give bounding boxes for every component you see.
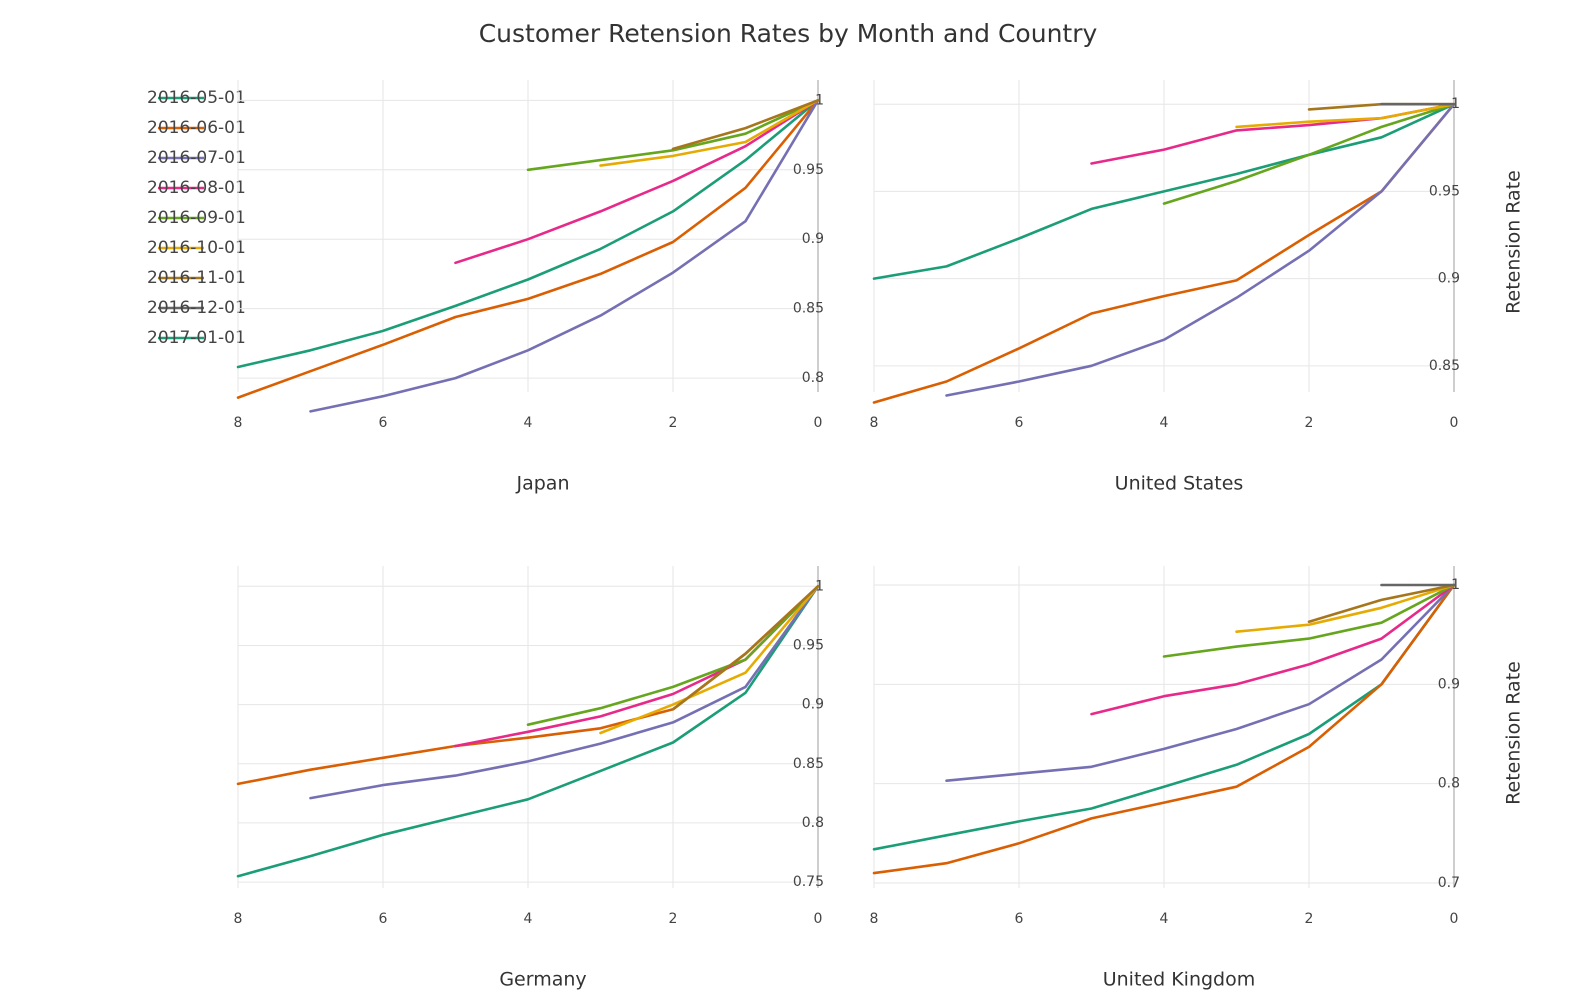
x-tick-label: 6 — [379, 911, 388, 927]
x-tick-label: 6 — [1015, 415, 1024, 431]
legend-label: 2016-10-01 — [147, 238, 246, 258]
x-tick-label: 4 — [1160, 415, 1169, 431]
x-tick-label: 4 — [524, 911, 533, 927]
series-line-2016-08-01 — [454, 99, 820, 265]
x-tick-label: 4 — [1160, 911, 1169, 927]
x-axis-label: United States — [1115, 473, 1244, 495]
series-line-2016-09-01 — [526, 99, 820, 172]
legend-label: 2016-06-01 — [147, 118, 246, 138]
legend-label: 2017-01-01 — [147, 328, 246, 348]
x-tick-label: 6 — [1015, 911, 1024, 927]
series-line-2016-10-01 — [599, 99, 820, 167]
series-line-2016-07-01 — [945, 583, 1456, 782]
legend-item: 2016-07-01 — [147, 148, 246, 168]
series-line-2016-11-01 — [671, 585, 820, 711]
y-tick-label: 0.9 — [1438, 676, 1460, 692]
x-tick-label: 6 — [379, 415, 388, 431]
series-line-2016-06-01 — [236, 99, 820, 399]
y-tick-label: 0.8 — [802, 370, 824, 386]
y-tick-label: 0.85 — [793, 301, 824, 317]
y-tick-label: 1 — [1451, 96, 1460, 112]
x-tick-label: 8 — [870, 911, 879, 927]
y-tick-label: 0.85 — [1429, 358, 1460, 374]
series-line-2016-06-01 — [872, 102, 1456, 404]
legend-label: 2016-12-01 — [147, 298, 246, 318]
x-tick-label: 2 — [1305, 415, 1314, 431]
panel-japan: 0 2 4 6 8 0.8 0.85 0.9 0.95 1 Japan — [234, 80, 824, 495]
y-tick-label: 0.95 — [793, 162, 824, 178]
x-axis-label: United Kingdom — [1103, 969, 1256, 991]
series-line-2016-07-01 — [309, 99, 820, 413]
x-tick-label: 8 — [870, 415, 879, 431]
series-line-2016-10-01 — [1235, 102, 1456, 129]
y-axis-label: Retension Rate — [1503, 170, 1525, 314]
x-tick-label: 0 — [814, 415, 823, 431]
series-line-2016-09-01 — [1162, 102, 1456, 205]
legend-item: 2016-12-01 — [147, 298, 246, 318]
legend-label: 2016-08-01 — [147, 178, 246, 198]
x-tick-label: 0 — [814, 911, 823, 927]
legend-item: 2017-01-01 — [147, 328, 246, 348]
y-tick-label: 1 — [815, 92, 824, 108]
y-tick-label: 1 — [815, 578, 824, 594]
legend-label: 2016-09-01 — [147, 208, 246, 228]
series-line-2016-11-01 — [1307, 583, 1456, 623]
panels: 0 2 4 6 8 0.85 0.9 0.95 1 United States Retension … — [234, 80, 1525, 991]
x-axis-label: Japan — [516, 473, 570, 495]
series-line-2016-08-01 — [1090, 102, 1456, 165]
series-line-2016-10-01 — [599, 585, 820, 735]
legend-item: 2016-08-01 — [147, 178, 246, 198]
series-line-2016-10-01 — [1235, 583, 1456, 633]
x-tick-label: 8 — [234, 911, 243, 927]
x-tick-label: 2 — [669, 415, 678, 431]
x-axis-label: Germany — [499, 969, 586, 991]
series-line-2016-05-01 — [872, 102, 1456, 280]
legend-label: 2016-11-01 — [147, 268, 246, 288]
y-tick-label: 0.85 — [793, 756, 824, 772]
y-tick-label: 1 — [1451, 577, 1460, 593]
panel-united-kingdom: 0 2 4 6 8 0.7 0.8 0.9 1 United Kingdom Retension R… — [870, 566, 1525, 991]
x-tick-label: 2 — [1305, 911, 1314, 927]
y-tick-label: 0.75 — [793, 874, 824, 890]
chart-title: Customer Retension Rates by Month and Co… — [479, 19, 1098, 48]
series-line-2016-05-01 — [236, 585, 820, 878]
series-line-2016-11-01 — [671, 99, 820, 151]
y-tick-label: 0.9 — [1438, 271, 1460, 287]
x-tick-label: 4 — [524, 415, 533, 431]
y-axis-label: Retension Rate — [1503, 661, 1525, 805]
series-line-2016-07-01 — [945, 102, 1456, 397]
series-line-2016-09-01 — [1162, 583, 1456, 658]
legend-item: 2016-06-01 — [147, 118, 246, 138]
legend-label: 2016-07-01 — [147, 148, 246, 168]
y-tick-label: 0.9 — [802, 697, 824, 713]
legend-label: 2016-05-01 — [147, 88, 246, 108]
panel-germany: 0 2 4 6 8 0.75 0.8 0.85 0.9 0.95 1 Germany — [234, 566, 824, 991]
series-line-2016-05-01 — [236, 99, 820, 369]
panel-united-states: 0 2 4 6 8 0.85 0.9 0.95 1 United States Retension … — [870, 80, 1525, 495]
x-tick-label: 0 — [1450, 911, 1459, 927]
series-line-2016-08-01 — [1090, 583, 1456, 716]
x-tick-label: 0 — [1450, 415, 1459, 431]
y-tick-label: 0.95 — [1429, 183, 1460, 199]
y-tick-label: 0.8 — [1438, 776, 1460, 792]
series-line-2016-05-01 — [872, 583, 1456, 851]
legend-item: 2016-05-01 — [147, 88, 246, 108]
legend-item: 2016-09-01 — [147, 208, 246, 228]
x-tick-label: 8 — [234, 415, 243, 431]
legend: 2016-05-01 2016-06-01 2016-07-01 2016-08-01… — [147, 88, 246, 348]
series-line-2016-09-01 — [526, 585, 820, 726]
x-tick-label: 2 — [669, 911, 678, 927]
y-tick-label: 0.95 — [793, 637, 824, 653]
series-line-2016-07-01 — [309, 585, 820, 800]
legend-item: 2016-10-01 — [147, 238, 246, 258]
y-tick-label: 0.7 — [1438, 875, 1460, 891]
y-tick-label: 0.8 — [802, 815, 824, 831]
y-tick-label: 0.9 — [802, 231, 824, 247]
legend-item: 2016-11-01 — [147, 268, 246, 288]
series-line-2016-06-01 — [872, 583, 1456, 875]
